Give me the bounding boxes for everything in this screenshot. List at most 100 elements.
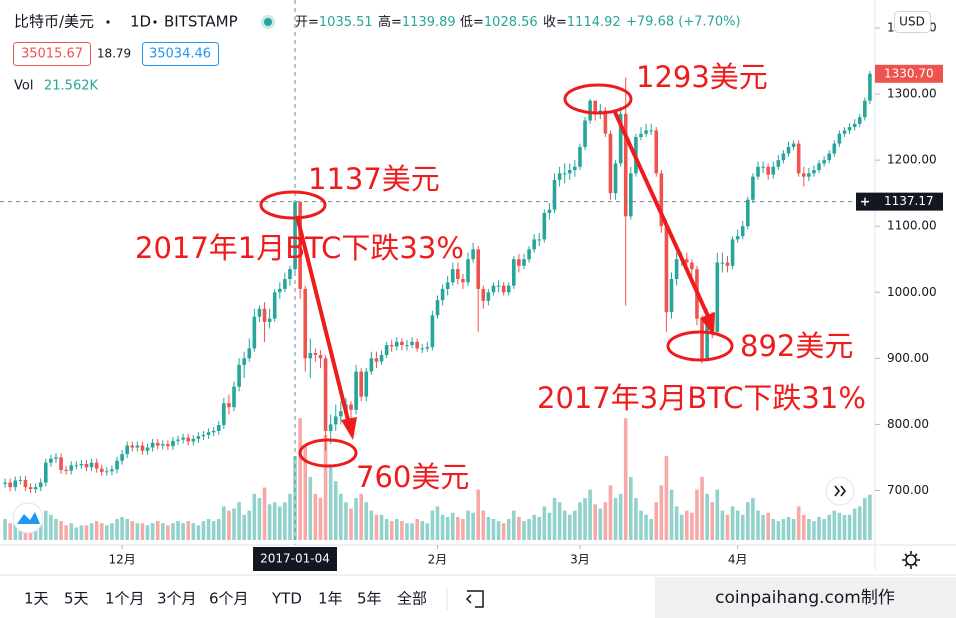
candle-body	[176, 439, 180, 441]
candle-body	[857, 117, 862, 124]
candle-body	[868, 73, 872, 101]
volume-bar	[796, 506, 801, 540]
volume-bar	[384, 519, 389, 540]
candle-body	[852, 123, 857, 128]
range-button[interactable]: 1个月	[105, 590, 145, 608]
range-button[interactable]: 1年	[318, 590, 343, 608]
range-button[interactable]: 3个月	[157, 590, 197, 608]
candle-body	[191, 438, 196, 442]
logo-icon	[17, 512, 40, 524]
y-tick-label: 700.00	[887, 483, 929, 497]
x-tick-label: 4月	[728, 553, 748, 567]
candle-body	[303, 288, 308, 359]
range-button[interactable]: 5天	[64, 590, 89, 608]
volume-bar	[817, 516, 821, 540]
currency-button[interactable]	[894, 11, 931, 33]
volume-bar	[298, 418, 302, 540]
scroll-icon	[834, 485, 847, 497]
volume-bar	[471, 512, 475, 540]
volume-bar	[160, 523, 165, 540]
volume-bar	[166, 525, 170, 540]
volume-bar	[303, 445, 308, 540]
range-button[interactable]: 5年	[357, 590, 382, 608]
volume-bar	[573, 510, 577, 540]
volume-bar	[623, 418, 628, 540]
candle-body	[94, 462, 99, 469]
volume-bar	[837, 512, 842, 540]
volume-bar	[684, 510, 689, 540]
volume-bar	[781, 519, 786, 540]
bid-box[interactable]	[13, 42, 91, 66]
annotation: 2017年3月BTC下跌31%	[537, 381, 866, 415]
volume-bar	[801, 514, 806, 540]
candle-body	[227, 403, 231, 408]
volume-bar	[110, 523, 114, 540]
candle-body	[410, 341, 414, 346]
candle-body	[201, 434, 206, 437]
volume-bar	[812, 521, 816, 540]
annotation-shapes	[259, 83, 734, 468]
candle-body	[435, 300, 440, 316]
candle-body	[18, 479, 23, 481]
volume-bar	[267, 504, 272, 540]
volume-bar	[695, 489, 699, 540]
volume-bar	[84, 525, 89, 540]
candle-body	[3, 482, 7, 484]
candle-body	[654, 130, 659, 174]
volume-bar	[450, 512, 455, 540]
candle-body	[288, 269, 292, 280]
volume-bar	[150, 523, 155, 540]
range-button[interactable]: 1天	[24, 590, 49, 608]
volume-bar	[420, 521, 425, 540]
candle-body	[715, 262, 720, 332]
candle-body	[389, 345, 394, 347]
volume-bar	[99, 523, 104, 540]
candle-body	[705, 315, 709, 359]
range-button[interactable]: YTD	[271, 590, 302, 608]
volume-bar	[598, 508, 603, 540]
volume-bar	[196, 525, 201, 540]
volume-bar	[186, 521, 191, 540]
candle-body	[613, 163, 618, 194]
replay-icon[interactable]	[465, 590, 484, 608]
candle-body	[532, 239, 536, 250]
candle-body	[125, 445, 129, 455]
candle-body	[522, 259, 526, 266]
candle-body	[89, 462, 94, 468]
ask-box[interactable]	[142, 42, 219, 66]
ohlc-label: 收=	[543, 15, 567, 30]
volume-bar	[328, 464, 333, 540]
volume-bar	[89, 523, 94, 540]
volume-bar	[674, 506, 679, 540]
volume-bar	[59, 521, 63, 540]
annotation: 760美元	[356, 460, 469, 494]
volume-bar	[852, 508, 857, 540]
volume-bar	[333, 481, 338, 540]
volume-bar	[43, 510, 48, 540]
bid: 35015.67	[21, 47, 83, 62]
volume-bar	[557, 502, 562, 540]
candle-body	[807, 173, 811, 177]
candle-body	[761, 166, 765, 168]
volume-bar	[791, 519, 796, 540]
candle-body	[298, 201, 302, 289]
volume-bar	[740, 514, 745, 540]
volume-bar	[105, 525, 109, 540]
candle-body	[425, 347, 430, 349]
settings-icon[interactable]	[905, 554, 917, 566]
volume-bar	[181, 523, 185, 540]
volume-bar	[832, 510, 837, 540]
candle-body	[639, 133, 643, 138]
range-button[interactable]: 6个月	[209, 590, 249, 608]
volume-bar	[786, 516, 791, 540]
ohlc-label: 低=	[460, 15, 484, 30]
candle-body	[456, 269, 460, 280]
range-toolbar: 1天 5天 1个月 3个月 6个月 YTD 1年 5年 全部	[24, 590, 427, 608]
add-icon[interactable]	[861, 197, 869, 206]
vol-label: Vol	[14, 79, 33, 94]
candle-body	[735, 236, 740, 240]
candle-body	[512, 259, 516, 286]
volume-bar	[517, 516, 521, 540]
volume-bar	[13, 521, 18, 540]
range-button[interactable]: 全部	[397, 590, 427, 608]
